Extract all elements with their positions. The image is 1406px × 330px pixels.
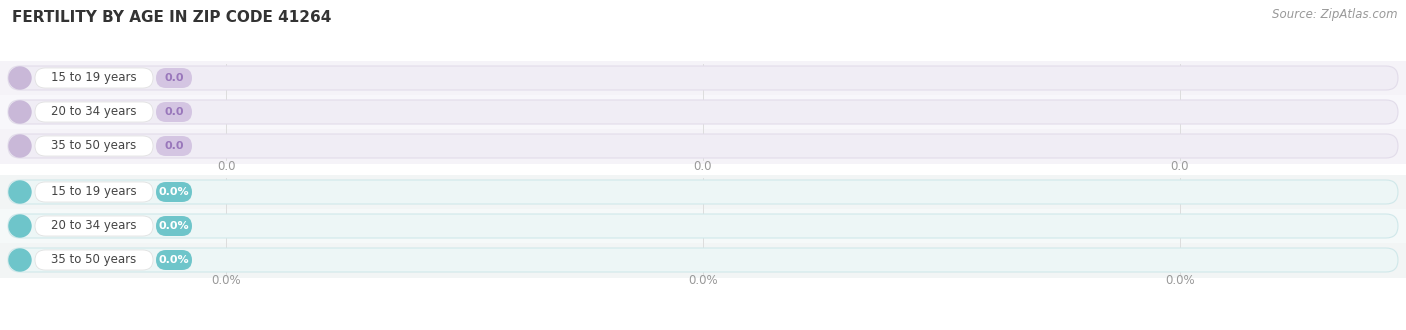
FancyBboxPatch shape [156,136,193,156]
Text: 0.0%: 0.0% [688,275,718,287]
Text: 0.0%: 0.0% [211,275,240,287]
Text: 0.0%: 0.0% [159,187,190,197]
Text: 0.0: 0.0 [693,160,713,174]
Bar [0,60,1406,95]
FancyBboxPatch shape [35,182,153,202]
FancyBboxPatch shape [35,102,153,122]
Circle shape [8,101,31,123]
FancyBboxPatch shape [8,66,1398,90]
FancyBboxPatch shape [156,102,193,122]
Bar [0,243,1406,278]
FancyBboxPatch shape [8,180,1398,204]
Text: 0.0: 0.0 [217,160,235,174]
FancyBboxPatch shape [35,68,153,88]
Circle shape [8,181,31,203]
Text: 0.0: 0.0 [1171,160,1189,174]
Text: Source: ZipAtlas.com: Source: ZipAtlas.com [1272,8,1398,21]
Text: 35 to 50 years: 35 to 50 years [52,140,136,152]
Circle shape [8,135,31,157]
FancyBboxPatch shape [8,214,1398,238]
FancyBboxPatch shape [8,100,1398,124]
Text: 0.0: 0.0 [165,107,184,117]
Text: 0.0: 0.0 [165,73,184,83]
Text: 20 to 34 years: 20 to 34 years [51,106,136,118]
FancyBboxPatch shape [35,136,153,156]
Text: 15 to 19 years: 15 to 19 years [51,185,136,199]
Bar [0,209,1406,244]
Text: 0.0%: 0.0% [159,255,190,265]
Text: 0.0%: 0.0% [159,221,190,231]
Circle shape [8,67,31,89]
FancyBboxPatch shape [8,248,1398,272]
Text: 35 to 50 years: 35 to 50 years [52,253,136,267]
Text: 20 to 34 years: 20 to 34 years [51,219,136,233]
FancyBboxPatch shape [35,216,153,236]
FancyBboxPatch shape [156,68,193,88]
Text: 0.0: 0.0 [165,141,184,151]
Text: FERTILITY BY AGE IN ZIP CODE 41264: FERTILITY BY AGE IN ZIP CODE 41264 [13,10,332,25]
FancyBboxPatch shape [8,134,1398,158]
FancyBboxPatch shape [156,250,193,270]
Text: 0.0%: 0.0% [1166,275,1195,287]
Bar [0,175,1406,210]
FancyBboxPatch shape [156,216,193,236]
FancyBboxPatch shape [35,250,153,270]
Text: 15 to 19 years: 15 to 19 years [51,72,136,84]
FancyBboxPatch shape [156,182,193,202]
Circle shape [8,215,31,237]
Bar [0,128,1406,163]
Bar [0,94,1406,129]
Circle shape [8,249,31,271]
